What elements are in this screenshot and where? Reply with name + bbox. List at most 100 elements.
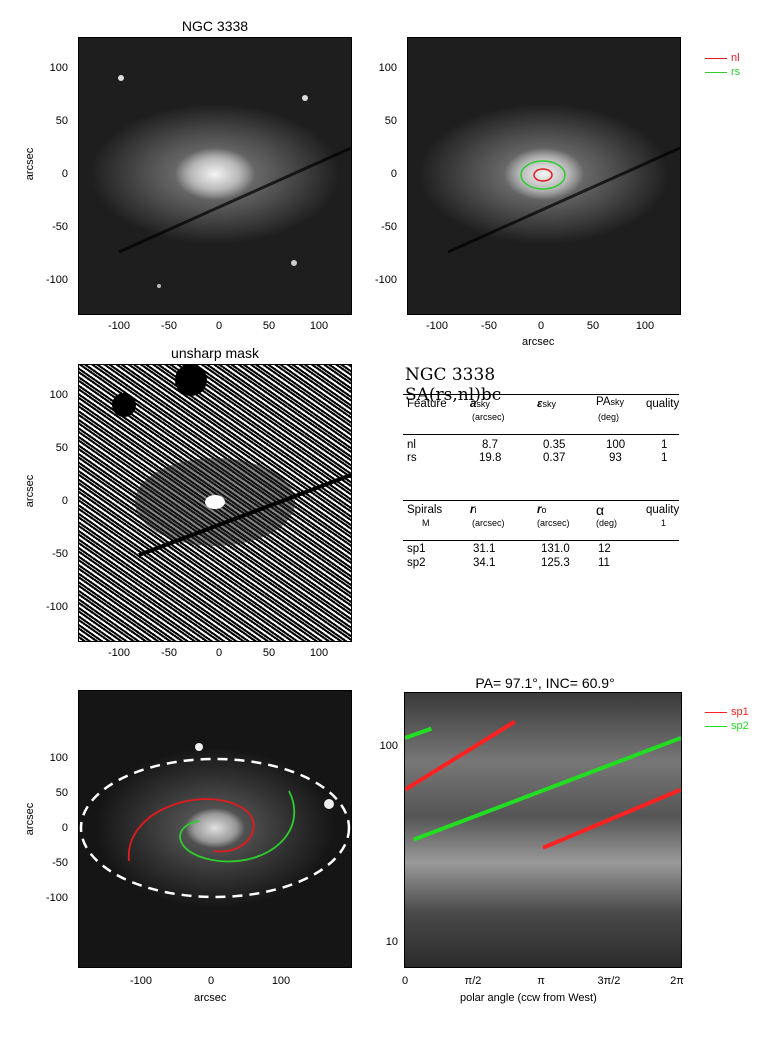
row-sp1-alpha: 12 bbox=[598, 543, 611, 555]
panel5-y-tick: 100 bbox=[49, 752, 68, 764]
panel3-y-tick: 100 bbox=[49, 389, 68, 401]
galaxy-image-fit bbox=[407, 37, 681, 315]
panel5-x-tick: -100 bbox=[129, 975, 153, 987]
h-quality2-val: 1 bbox=[661, 518, 667, 528]
panel1-y-tick: 100 bbox=[49, 62, 68, 74]
row-rs-pa: 93 bbox=[609, 452, 622, 464]
panel5-xlabel: arcsec bbox=[194, 992, 227, 1004]
row-rs-name: rs bbox=[407, 452, 417, 464]
panel6-x-tick: π/2 bbox=[464, 975, 482, 987]
panel3-x-tick: 0 bbox=[215, 647, 223, 659]
panel2-y-tick: 100 bbox=[378, 62, 397, 74]
panel3-x-tick: 100 bbox=[309, 647, 329, 659]
row-rs-e: 0.37 bbox=[543, 452, 566, 464]
series-sp2-segment bbox=[405, 726, 433, 740]
panel3-y-tick: -100 bbox=[45, 601, 68, 613]
h-quality: quality bbox=[646, 398, 680, 410]
panel1-x-tick: -50 bbox=[161, 320, 177, 332]
panel3-ylabel: arcsec bbox=[24, 474, 37, 508]
row-nl-q: 1 bbox=[661, 439, 668, 451]
deprojected-image bbox=[78, 690, 352, 968]
panel1-y-tick: -50 bbox=[52, 221, 68, 233]
ellipse-overlay bbox=[447, 146, 680, 254]
panel3-y-tick: -50 bbox=[52, 548, 68, 560]
panel1-y-tick: 50 bbox=[55, 115, 68, 127]
row-nl-pa: 100 bbox=[606, 439, 626, 451]
panel3-title: unsharp mask bbox=[171, 345, 259, 361]
panel5-x-tick: 0 bbox=[207, 975, 215, 987]
chart-title: PA= 97.1°, INC= 60.9° bbox=[475, 675, 615, 691]
galaxy-overlay bbox=[118, 75, 351, 288]
h-a: asky bbox=[470, 398, 490, 410]
spiral-overlay bbox=[79, 743, 351, 899]
row-sp1-name: sp1 bbox=[407, 543, 426, 555]
series-sp2-segment bbox=[413, 736, 681, 842]
row-nl-name: nl bbox=[407, 439, 416, 451]
panel3-x-tick: -50 bbox=[161, 647, 177, 659]
rule-mid1 bbox=[403, 434, 679, 435]
panel3-x-tick: 50 bbox=[262, 647, 276, 659]
row-sp2-name: sp2 bbox=[407, 557, 426, 569]
panel2-x-tick: 0 bbox=[537, 320, 545, 332]
panel1-y-tick: 0 bbox=[61, 168, 68, 180]
h-ri: ri bbox=[470, 504, 477, 516]
h-pa: PAsky bbox=[596, 396, 624, 408]
row-nl-e: 0.35 bbox=[543, 439, 566, 451]
panel6-x-tick: 3π/2 bbox=[597, 975, 621, 987]
h-quality2: quality bbox=[646, 504, 680, 516]
row-sp2-ri: 34.1 bbox=[473, 557, 496, 569]
legend-sp1: sp1 bbox=[705, 706, 749, 718]
h-ro-unit: (arcsec) bbox=[537, 518, 570, 528]
table-title: NGC 3338 SA(rs,nl)bc bbox=[405, 365, 502, 405]
panel1-title: NGC 3338 bbox=[181, 18, 249, 34]
panel2-y-tick: 50 bbox=[384, 115, 397, 127]
panel6-x-tick: 2π bbox=[670, 975, 684, 987]
panel5-ylabel: arcsec bbox=[24, 802, 37, 836]
chart-y-tick: 10 bbox=[385, 936, 398, 948]
panel5-y-tick: -100 bbox=[45, 892, 68, 904]
h-ri-unit: (arcsec) bbox=[472, 518, 505, 528]
h-a-unit: (arcsec) bbox=[472, 412, 505, 422]
panel2-x-tick: 50 bbox=[586, 320, 600, 332]
row-sp2-ro: 125.3 bbox=[541, 557, 570, 569]
legend-nl: nl bbox=[705, 52, 740, 64]
panel3-x-tick: -100 bbox=[107, 647, 131, 659]
panel5-x-tick: 100 bbox=[271, 975, 291, 987]
legend-sp2: sp2 bbox=[705, 720, 749, 732]
panel2-y-tick: 0 bbox=[390, 168, 397, 180]
rule-top1 bbox=[403, 394, 679, 395]
chart-svg bbox=[405, 719, 681, 850]
panel5-y-tick: 0 bbox=[61, 822, 68, 834]
row-sp2-alpha: 11 bbox=[598, 557, 610, 569]
rule-top2 bbox=[403, 500, 679, 501]
h-spirals: Spirals bbox=[407, 504, 443, 516]
panel6-x-tick: π bbox=[537, 975, 545, 987]
panel1-x-tick: 100 bbox=[309, 320, 329, 332]
row-rs-a: 19.8 bbox=[479, 452, 502, 464]
panel2-xlabel: arcsec bbox=[522, 336, 555, 348]
h-alpha-unit: (deg) bbox=[596, 518, 618, 528]
series-sp1-segment bbox=[542, 787, 681, 850]
panel3-y-tick: 0 bbox=[61, 495, 68, 507]
unsharp-mask-image bbox=[78, 364, 352, 642]
panel2-x-tick: -50 bbox=[481, 320, 497, 332]
panel2-x-tick: 100 bbox=[635, 320, 655, 332]
legend-rs: rs bbox=[705, 66, 740, 78]
h-m: M bbox=[422, 518, 430, 528]
unsharp-overlay bbox=[112, 365, 351, 557]
h-ro: ro bbox=[537, 504, 547, 516]
panel1-x-tick: 50 bbox=[262, 320, 276, 332]
panel5-y-tick: 50 bbox=[55, 787, 68, 799]
series-sp1-segment bbox=[405, 719, 516, 792]
rule-mid2 bbox=[403, 540, 679, 541]
panel1-x-tick: -100 bbox=[107, 320, 131, 332]
chart-y-tick: 100 bbox=[379, 740, 398, 752]
row-sp1-ro: 131.0 bbox=[541, 543, 570, 555]
panel1-ylabel: arcsec bbox=[24, 147, 37, 181]
panel1-y-tick: -100 bbox=[45, 274, 68, 286]
h-pa-unit: (deg) bbox=[598, 412, 620, 422]
panel1-x-tick: 0 bbox=[215, 320, 223, 332]
panel3-y-tick: 50 bbox=[55, 442, 68, 454]
row-nl-a: 8.7 bbox=[482, 439, 498, 451]
panel5-y-tick: -50 bbox=[52, 857, 68, 869]
